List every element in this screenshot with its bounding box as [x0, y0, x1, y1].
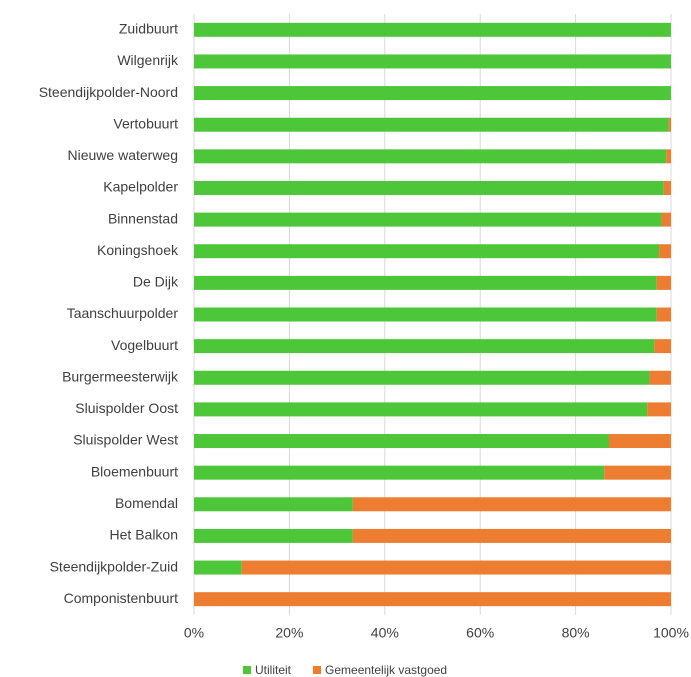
y-tick-label: Bomendal [115, 495, 178, 511]
bar-segment [194, 117, 669, 132]
y-tick-label: De Dijk [133, 274, 179, 290]
bar-segment [194, 86, 671, 101]
y-tick-label: Bloemenbuurt [91, 463, 178, 479]
bar-segment [194, 370, 650, 385]
x-tick-label: 100% [653, 625, 689, 641]
y-tick-label: Koningshoek [97, 242, 179, 258]
bar-segment [656, 307, 671, 322]
bar-segment [194, 54, 671, 69]
x-tick-label: 60% [466, 625, 494, 641]
y-tick-label: Burgermeesterwijk [62, 368, 179, 384]
y-tick-label: Vertobuurt [113, 115, 178, 131]
x-tick-label: 0% [184, 625, 204, 641]
bar-segment [666, 149, 671, 164]
bar-segment [194, 402, 648, 417]
y-tick-label: Zuidbuurt [119, 21, 178, 37]
bar-segment [241, 560, 671, 575]
bar-segment [194, 465, 605, 480]
y-tick-label: Nieuwe waterweg [68, 147, 179, 163]
bar-segment [194, 22, 671, 37]
bar-segment [194, 212, 662, 227]
bar-segment [194, 149, 667, 164]
y-tick-label: Het Balkon [110, 527, 178, 543]
legend-swatch [243, 666, 251, 674]
bar-segment [656, 275, 671, 290]
bar-segment [194, 528, 353, 543]
y-tick-label: Sluispolder West [73, 432, 178, 448]
y-tick-label: Wilgenrijk [117, 52, 179, 68]
bar-segment [659, 244, 671, 259]
bar-segment [647, 402, 671, 417]
y-tick-label: Sluispolder Oost [75, 400, 178, 416]
bar-segment [194, 592, 671, 607]
bar-segment [668, 117, 671, 132]
bar-segment [608, 434, 671, 449]
x-tick-label: 40% [371, 625, 399, 641]
bar-segment [604, 465, 671, 480]
y-tick-label: Steendijkpolder-Zuid [50, 558, 178, 574]
bar-segment [194, 307, 657, 322]
x-tick-label: 20% [275, 625, 303, 641]
y-tick-label: Binnenstad [108, 210, 178, 226]
y-tick-label: Kapelpolder [103, 179, 178, 195]
bar-segment [194, 339, 655, 354]
bar-segment [649, 370, 671, 385]
legend-label: Gemeentelijk vastgoed [325, 663, 447, 677]
y-tick-label: Taanschuurpolder [67, 305, 179, 321]
legend-label: Utiliteit [255, 663, 292, 677]
y-tick-label: Steendijkpolder-Noord [39, 84, 178, 100]
bar-segment [194, 434, 609, 449]
legend-swatch [313, 666, 322, 674]
bar-segment [194, 180, 664, 195]
bar-segment [194, 497, 353, 512]
y-tick-label: Vogelbuurt [111, 337, 178, 353]
bar-segment [661, 212, 671, 227]
bar-segment [194, 560, 242, 575]
bar-segment [352, 528, 671, 543]
bar-segment [194, 244, 660, 259]
bar-segment [654, 339, 671, 354]
bar-segment [194, 275, 657, 290]
bar-segment [663, 180, 671, 195]
y-tick-label: Componistenbuurt [64, 590, 179, 606]
bar-segment [352, 497, 671, 512]
x-tick-label: 80% [562, 625, 590, 641]
